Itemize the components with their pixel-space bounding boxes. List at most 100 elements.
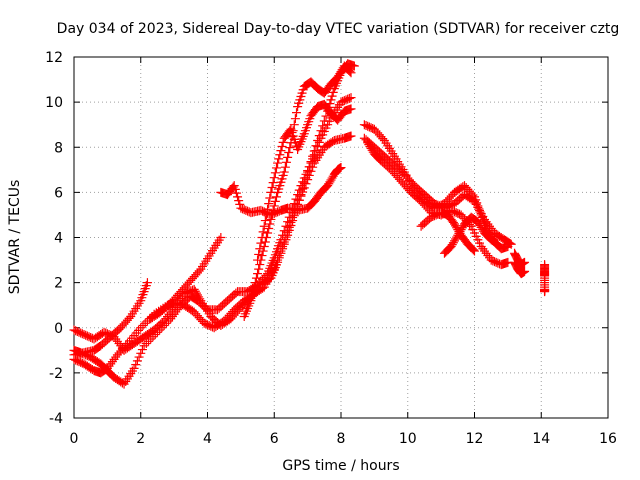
data-point-plus [452,232,462,242]
data-point-plus [114,339,124,349]
series-arc-8 [253,99,356,265]
data-point-plus [346,93,356,103]
data-point-plus [124,313,134,323]
y-tick-label: 2 [54,276,63,292]
data-point-plus [290,114,300,124]
data-point-plus [483,251,493,261]
x-tick-label: 6 [270,431,279,447]
data-point-plus [264,199,274,209]
data-point-plus [260,216,270,226]
data-point-plus [448,238,458,248]
data-point-plus [189,284,199,294]
series-arc-16 [540,260,550,297]
data-point-plus [229,181,239,191]
data-point-plus [336,67,346,77]
data-point-plus [268,205,278,215]
data-point-plus [476,222,486,232]
data-point-plus [129,363,139,373]
data-point-plus [216,233,226,242]
data-point-plus [313,135,323,145]
data-point-plus [316,126,326,136]
data-point-plus [349,61,359,71]
data-point-plus [346,104,356,114]
data-point-plus [228,182,238,192]
data-point-plus [250,278,260,288]
data-point-plus [492,239,502,249]
data-point-plus [263,204,273,214]
data-point-plus [481,248,491,258]
data-point-plus [273,158,283,168]
data-point-plus [230,184,240,194]
data-point-plus [254,264,264,274]
data-point-plus [144,336,154,346]
data-point-plus [346,131,356,141]
data-point-plus [453,230,463,240]
data-point-plus [446,242,456,252]
data-point-plus [493,239,503,249]
data-point-plus [296,190,306,200]
data-point-plus [271,163,281,173]
data-point-plus [192,290,202,300]
data-point-plus [142,278,152,288]
data-point-plus [248,287,258,297]
data-point-plus [270,196,280,206]
data-point-plus [107,357,117,367]
data-point-plus [344,93,354,103]
data-point-plus [363,138,373,148]
data-point-plus [286,220,296,230]
data-point-plus [112,336,122,346]
data-point-plus [270,168,280,178]
data-point-plus [235,199,245,209]
series-arc-12 [416,208,479,256]
data-point-plus [366,143,376,153]
data-marks [69,59,550,389]
x-tick-label: 4 [203,431,212,447]
data-point-plus [258,227,268,237]
data-point-plus [278,137,288,147]
data-point-plus [298,184,308,194]
x-tick-label: 16 [599,431,617,447]
data-point-plus [267,182,277,192]
data-point-plus [274,253,284,263]
data-point-plus [323,181,333,191]
y-tick-label: 6 [54,185,63,201]
data-point-plus [194,266,204,276]
data-point-plus [289,120,299,130]
y-tick-label: 10 [45,95,63,111]
data-point-plus [274,154,284,164]
data-point-plus [520,257,530,267]
data-point-plus [475,220,485,230]
data-point-plus [335,69,345,79]
data-point-plus [277,141,287,151]
y-tick-label: 4 [54,231,63,247]
data-point-plus [161,314,171,324]
data-point-plus [455,226,465,236]
data-point-plus [231,188,241,198]
data-point-plus [480,246,490,256]
data-point-plus [109,354,119,364]
data-point-plus [279,167,289,177]
data-point-plus [273,257,283,267]
data-point-plus [334,70,344,80]
data-point-plus [284,148,294,158]
data-point-plus [308,151,318,161]
x-tick-label: 10 [399,431,417,447]
data-point-plus [138,320,148,330]
data-point-plus [140,318,150,328]
data-point-plus [132,356,142,366]
data-point-plus [478,244,488,254]
data-point-plus [288,216,298,226]
data-point-plus [374,154,384,164]
data-point-plus [195,294,205,304]
data-point-plus [449,219,459,229]
data-point-plus [162,311,172,321]
series-arc-13 [439,212,503,258]
data-point-plus [233,192,243,202]
data-point-plus [345,67,355,77]
x-tick-label: 8 [337,431,346,447]
data-point-plus [327,91,337,101]
data-point-plus [336,163,346,173]
chart-title: Day 034 of 2023, Sidereal Day-to-day VTE… [57,21,620,37]
data-point-plus [271,192,281,202]
data-point-plus [473,217,483,227]
